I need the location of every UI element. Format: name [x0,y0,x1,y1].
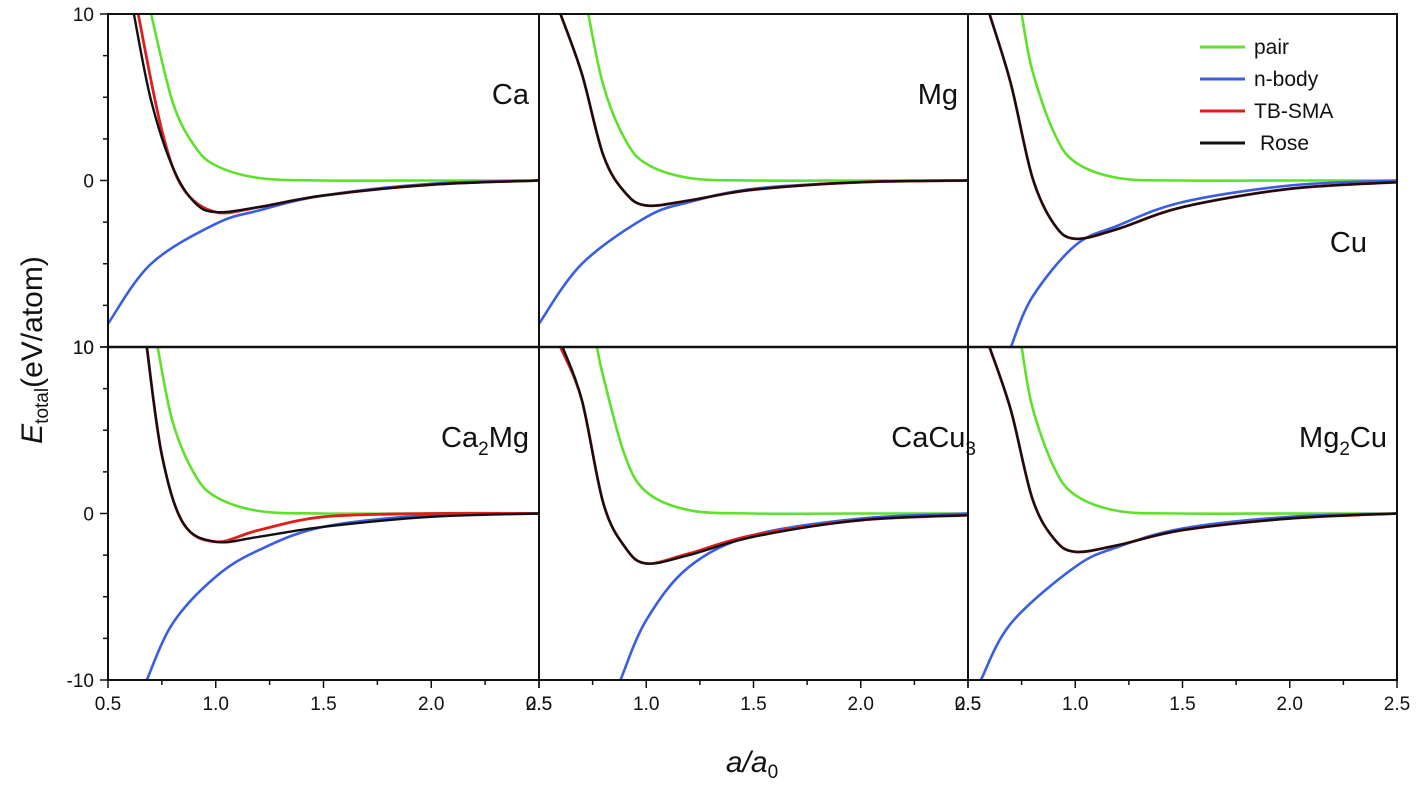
curves-layer [108,14,1397,680]
panel-label-main: Ca [441,422,479,454]
legend: pair n-body TB-SMA Rose [1200,36,1333,155]
series-n-body-line [979,512,1397,680]
x-tick-label: 2.5 [955,694,981,715]
x-tick-label: 1.5 [310,694,336,715]
x-tick-label: 2.5 [526,694,552,715]
panel-label-main: Mg [918,79,958,111]
panel-label-main: Ca [492,79,530,111]
x-tick-label: 1.5 [1169,694,1195,715]
panel-label-1: Mg [918,79,958,111]
x-tick-label: 1.0 [633,694,659,715]
y-axis-title-unit: (eV/atom) [16,256,49,388]
panel-label-subscript: 2 [478,439,489,460]
panel-label-main: CaCu [891,422,965,454]
series-rose-line [132,14,539,214]
tick-marks [100,13,1398,688]
tick-labels: 0.5 1.0 1.5 2.0 2.50.5 1.0 1.5 2.0 2.50.5 1.0 1.5 2… [67,5,1411,715]
panel-label-main: Cu [1330,227,1367,259]
panel-3-curves [145,347,539,680]
panel-label-4: CaCu3 [891,422,976,460]
series-tb-sma-line [559,14,968,208]
x-axis-title: a/a0 [726,746,778,783]
x-tick-label: 2.0 [418,694,444,715]
series-rose-line [988,14,1397,241]
panel-4-curves [559,347,968,680]
panel-label-rest: Mg [489,422,529,454]
panel-0-curves [108,14,539,325]
y-axis-title: Etotal(eV/atom) [16,256,53,444]
series-pair-line [1020,14,1397,182]
series-n-body-line [108,179,539,325]
y-tick-label: 0 [83,505,94,526]
x-tick-label: 2.0 [1277,694,1303,715]
panel-label-5: Mg2Cu [1299,422,1387,460]
panel-label-0: Ca [492,79,530,111]
panel-label-subscript: 2 [1339,439,1350,460]
series-n-body-line [539,179,968,325]
series-n-body-line [619,512,968,680]
series-rose-line [559,14,968,207]
series-pair-line [587,14,968,182]
y-tick-label: 10 [73,338,94,359]
y-tick-label: -10 [67,671,94,692]
x-tick-label: 0.5 [95,694,121,715]
panel-label-main: Mg [1299,422,1339,454]
x-tick-label: 1.0 [203,694,229,715]
panel-label-2: Cu [1330,227,1367,259]
series-pair-line [1020,347,1397,515]
x-tick-label: 1.0 [1062,694,1088,715]
x-tick-label: 2.5 [1384,694,1410,715]
x-tick-label: 1.5 [740,694,766,715]
series-pair-line [595,347,968,516]
legend-label-n-body: n-body [1254,68,1319,91]
y-axis-title-subscript: total [32,388,53,424]
y-tick-label: 10 [73,5,94,26]
panel-5-curves [979,347,1397,680]
y-tick-label: 10 [73,338,94,359]
series-rose-line [561,347,968,565]
panel-label-3: Ca2Mg [441,422,529,460]
series-pair-line [149,14,539,182]
x-axis-title-main: a/a [726,746,768,779]
panel-2-curves [988,14,1397,347]
y-axis-title-main: E [16,423,49,444]
x-axis-title-subscript: 0 [768,762,779,783]
x-tick-label: 0.5 [526,694,552,715]
panel-1-curves [539,14,968,325]
series-rose-line [988,347,1397,554]
panel-label-rest: Cu [1350,422,1387,454]
panel-label-subscript: 3 [965,439,976,460]
series-pair-line [156,347,539,515]
x-tick-label: 0.5 [955,694,981,715]
series-rose-line [145,347,539,544]
panel-frames [107,13,1398,681]
legend-label-tb-sma: TB-SMA [1254,100,1333,123]
legend-label-pair: pair [1254,36,1289,59]
legend-label-rose: Rose [1260,132,1309,155]
y-tick-label: 0 [83,172,94,193]
series-n-body-line [1009,179,1397,347]
x-tick-label: 2.0 [848,694,874,715]
